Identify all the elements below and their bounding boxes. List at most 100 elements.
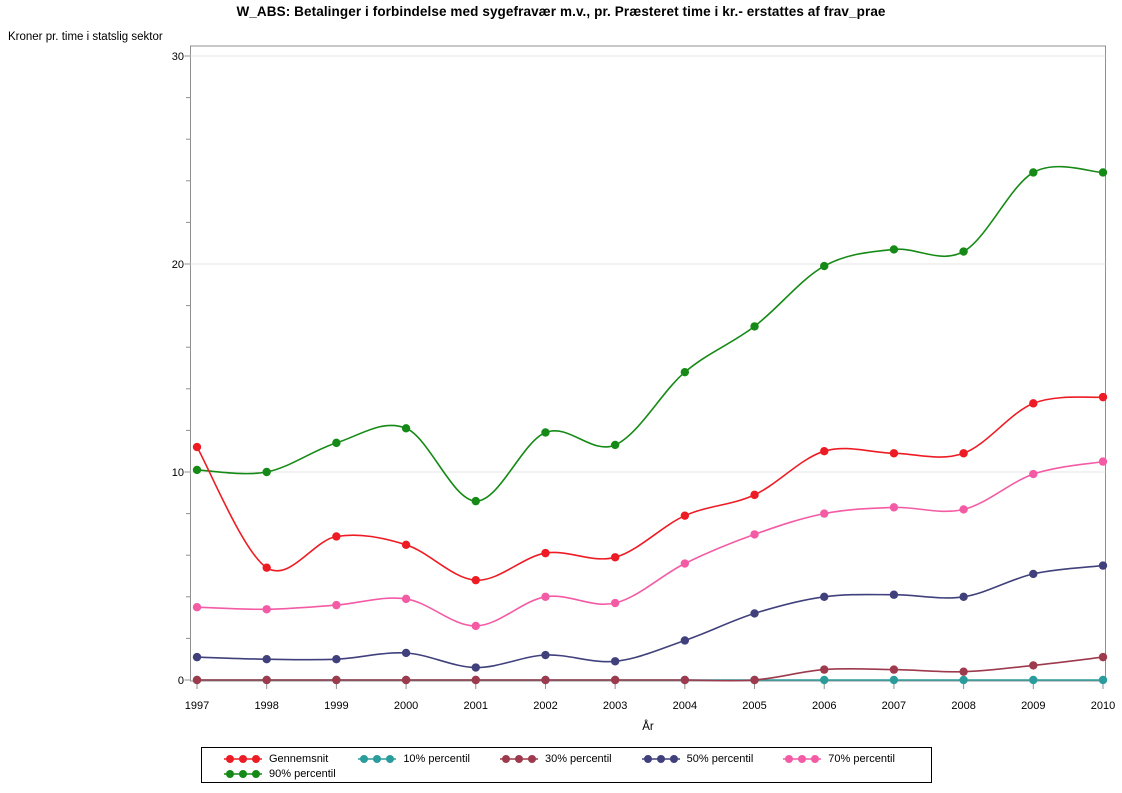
- data-point: [1029, 675, 1038, 685]
- data-point: [192, 603, 202, 612]
- x-tick-label: 2006: [812, 700, 836, 712]
- data-point: [750, 609, 759, 618]
- data-point: [192, 675, 202, 685]
- data-point: [680, 367, 690, 377]
- data-point: [332, 438, 341, 448]
- data-point: [471, 496, 480, 506]
- data-point: [889, 503, 899, 512]
- data-point: [1029, 168, 1038, 177]
- legend-row-1: Gennemsnit 10% percentil 30% percentil 50% …: [224, 751, 931, 766]
- y-tick-label: 0: [178, 675, 184, 687]
- x-tick-label: 2003: [603, 700, 627, 712]
- x-tick-label: 2002: [533, 700, 557, 712]
- data-point: [471, 675, 480, 685]
- data-point: [959, 592, 968, 601]
- data-point: [820, 675, 829, 685]
- data-point: [750, 490, 759, 500]
- data-point: [541, 428, 550, 437]
- data-point: [1029, 469, 1038, 479]
- legend-item-90-percentil: 90% percentil: [224, 768, 336, 780]
- data-point: [541, 592, 550, 601]
- data-point: [401, 540, 411, 549]
- data-point: [262, 675, 271, 685]
- x-tick-label: 1998: [254, 700, 278, 712]
- data-point: [192, 465, 202, 475]
- data-point: [192, 442, 202, 452]
- data-point: [610, 440, 620, 450]
- data-point: [401, 424, 411, 433]
- data-point: [1098, 675, 1108, 685]
- plot-svg: 0 10 20 30 1997 1998 1999 2000 2001 2002 2003 2004 2…: [172, 45, 1115, 712]
- data-point: [680, 511, 690, 520]
- x-tick-label: 1999: [324, 700, 348, 712]
- data-point: [610, 553, 620, 562]
- x-tick-label: 2000: [394, 700, 418, 712]
- data-point: [262, 563, 271, 572]
- data-point: [680, 636, 690, 645]
- series-line-gennemsnit: [196, 396, 1104, 582]
- data-point: [1098, 652, 1108, 662]
- data-point: [192, 652, 202, 662]
- data-point: [889, 449, 899, 458]
- x-tick-label: 2005: [742, 700, 766, 712]
- x-tick-label: 2001: [464, 700, 488, 712]
- data-point: [1098, 392, 1108, 402]
- legend-label: 90% percentil: [269, 767, 336, 780]
- data-point: [262, 605, 271, 614]
- data-point: [820, 592, 829, 601]
- y-axis-title: Kroner pr. time i statslig sektor: [8, 31, 163, 43]
- legend-label: 10% percentil: [403, 752, 470, 765]
- legend-item-gennemsnit: Gennemsnit: [224, 753, 328, 765]
- data-point: [332, 600, 341, 610]
- legend-row-2: 90% percentil: [224, 766, 931, 781]
- legend-label: 70% percentil: [828, 752, 895, 765]
- data-point: [1098, 561, 1108, 570]
- data-point: [262, 467, 271, 477]
- data-point: [680, 675, 690, 685]
- y-tick-label: 10: [172, 467, 184, 479]
- data-point: [959, 667, 968, 676]
- legend-marker: [783, 754, 822, 764]
- legend-marker: [641, 754, 680, 764]
- data-point: [750, 675, 759, 685]
- data-point: [959, 505, 968, 514]
- legend-item-70-percentil: 70% percentil: [783, 753, 895, 765]
- data-point: [889, 665, 899, 674]
- data-point: [401, 648, 411, 658]
- legend-marker: [358, 754, 397, 764]
- legend-box: Gennemsnit 10% percentil 30% percentil 50% …: [201, 747, 932, 783]
- data-point: [680, 559, 690, 568]
- data-point: [1029, 661, 1038, 670]
- data-point: [959, 675, 968, 685]
- data-point: [541, 548, 550, 558]
- data-point: [1098, 168, 1108, 177]
- data-point: [541, 675, 550, 685]
- data-point: [332, 675, 341, 685]
- x-axis-title: År: [642, 721, 654, 733]
- data-point: [1098, 457, 1108, 466]
- data-point: [959, 247, 968, 256]
- y-tick-label: 30: [172, 51, 184, 63]
- series-line-30-percentil: [197, 656, 1104, 682]
- data-point: [1029, 569, 1038, 579]
- series-line-70-percentil: [196, 460, 1104, 627]
- data-point: [610, 657, 620, 666]
- y-tick-label: 20: [172, 259, 184, 271]
- data-point: [332, 532, 341, 541]
- data-point: [959, 449, 968, 458]
- data-point: [750, 322, 759, 331]
- legend-item-10-percentil: 10% percentil: [358, 753, 470, 765]
- data-point: [889, 675, 899, 685]
- plot-frame: [190, 45, 1106, 682]
- x-tick-label: 2007: [882, 700, 906, 712]
- legend-item-50-percentil: 50% percentil: [641, 753, 753, 765]
- x-tick-label: 2009: [1021, 700, 1045, 712]
- data-point: [750, 530, 759, 539]
- data-point: [610, 598, 620, 608]
- series-line-50-percentil: [196, 564, 1104, 669]
- legend-marker: [224, 769, 262, 779]
- legend-label: 30% percentil: [544, 752, 612, 765]
- x-tick-label: 2008: [951, 700, 975, 712]
- x-tick-label: 1997: [185, 700, 209, 712]
